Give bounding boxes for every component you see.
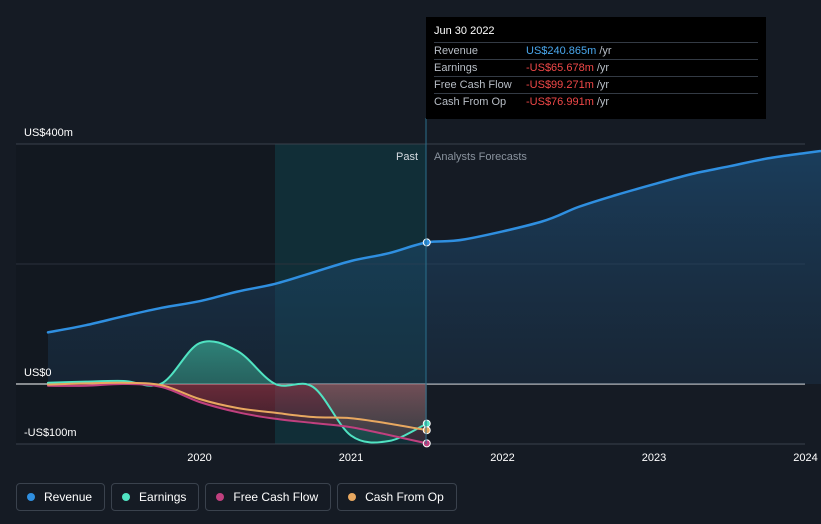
free-cash-flow-marker [422,439,431,448]
x-tick-label: 2020 [187,452,211,464]
tooltip-date: Jun 30 2022 [434,25,495,37]
x-tick-label: 2024 [793,452,817,464]
tooltip-value: -US$65.678m [526,62,594,74]
legend-label: Earnings [139,490,187,504]
tooltip-value: -US$99.271m [526,79,594,91]
legend-item-revenue[interactable]: Revenue [16,483,106,511]
tooltip-unit: /yr [599,45,612,57]
legend-dot-icon [348,493,357,501]
y-tick-label: US$0 [24,367,52,379]
tooltip-label: Revenue [434,45,479,57]
legend-item-free-cash-flow[interactable]: Free Cash Flow [205,483,332,511]
legend-label: Free Cash Flow [233,490,319,504]
free-cash-flow-area [48,383,427,444]
tooltip-label: Cash From Op [434,96,507,108]
tooltip-value: US$240.865m [526,45,597,57]
legend-dot-icon [216,493,225,501]
x-tick-label: 2021 [339,452,363,464]
legend: Revenue Earnings Free Cash Flow Cash From O… [16,483,457,511]
legend-item-cash-from-op[interactable]: Cash From Op [337,483,457,511]
x-tick-label: 2023 [642,452,666,464]
tooltip-label: Earnings [434,62,478,74]
tooltip-row: Free Cash Flow -US$99.271m/yr [434,76,758,93]
tooltip-unit: /yr [596,96,610,108]
cash-from-op-marker [422,426,431,435]
legend-item-earnings[interactable]: Earnings [111,483,200,511]
legend-dot-icon [122,493,131,501]
cash-from-op-line [47,381,428,432]
y-tick-label: US$400m [24,127,73,139]
legend-dot-icon [27,493,35,501]
tooltip-label: Free Cash Flow [434,79,512,91]
tooltip-unit: /yr [596,62,610,74]
revenue-marker [422,238,431,247]
forecast-label: Analysts Forecasts [434,151,527,163]
legend-label: Revenue [44,490,93,504]
x-tick-label: 2022 [490,452,514,464]
tooltip-row: Cash From Op -US$76.991m/yr [434,93,758,110]
free-cash-flow-line [47,382,428,445]
earnings-line [47,340,428,444]
tooltip: Jun 30 2022 Revenue US$240.865m/yr Earning… [426,17,766,119]
tooltip-row: Revenue US$240.865m/yr [434,42,758,59]
past-label: Past [396,151,418,163]
tooltip-row: Earnings -US$65.678m/yr [434,59,758,76]
tooltip-unit: /yr [596,79,610,91]
legend-label: Cash From Op [365,490,444,504]
tooltip-value: -US$76.991m [526,96,594,108]
y-tick-label: -US$100m [24,427,77,439]
revenue-area [48,150,821,384]
earnings-marker [422,419,431,428]
